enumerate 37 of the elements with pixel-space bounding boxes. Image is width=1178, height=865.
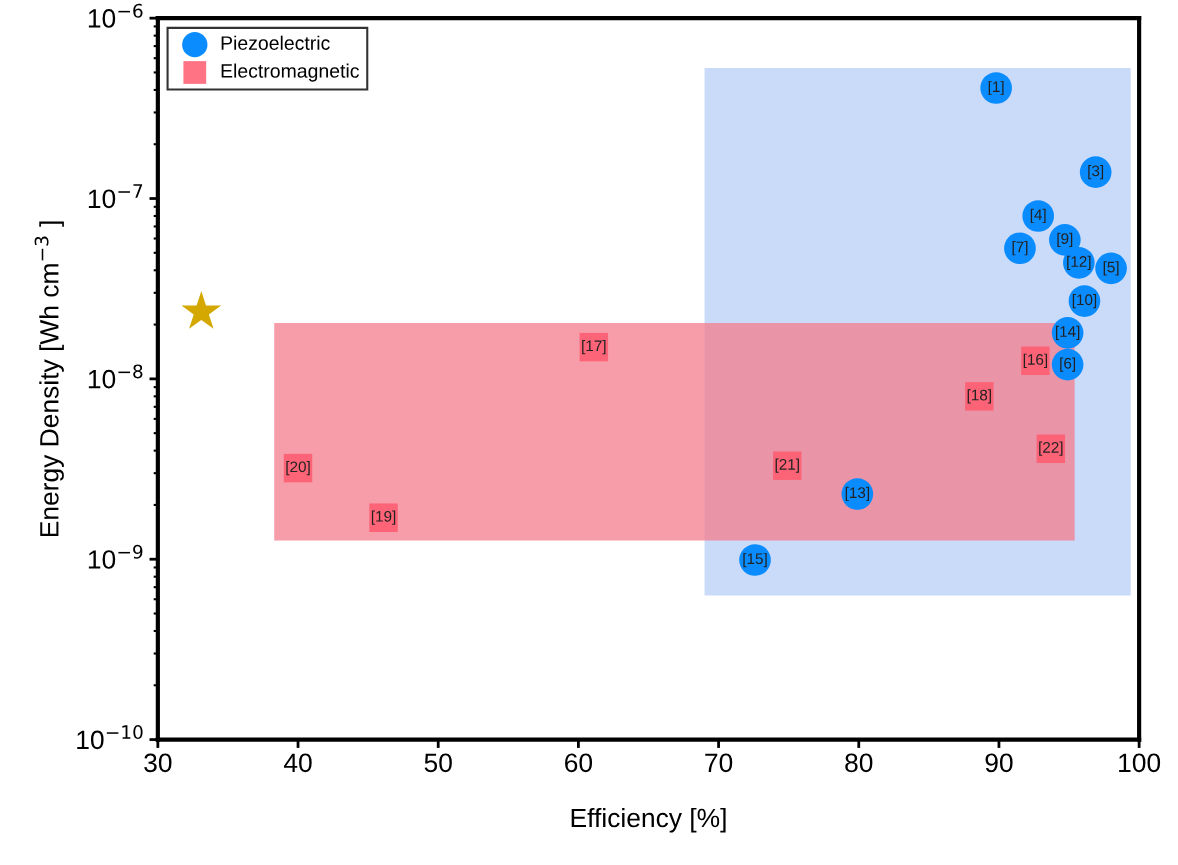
annotation: [19] — [371, 510, 396, 525]
x-tick-label: 100 — [1119, 753, 1161, 773]
y-tick-label: 10$^{−10}$ — [77, 725, 143, 750]
x-tick-label: 70 — [705, 753, 733, 773]
annotation: [9] — [1057, 232, 1073, 247]
y-axis-title: Energy Density [Wh cm$^{−3}$ ] — [34, 221, 64, 537]
annotation: [15] — [743, 552, 767, 568]
y-tick-label: 10$^{−8}$ — [88, 364, 143, 389]
annotation: [10] — [1072, 293, 1097, 309]
legend-label: Piezoelectric — [221, 35, 330, 50]
point — [181, 291, 222, 329]
y-tick-label: 10$^{−9}$ — [88, 544, 143, 569]
x-tick-label: 30 — [144, 753, 172, 773]
x-tick-label: 60 — [565, 753, 593, 773]
y-tick-label: 10$^{−6}$ — [88, 3, 143, 28]
annotation: [12] — [1067, 255, 1091, 270]
annotation: [17] — [582, 339, 606, 355]
annotation: [5] — [1103, 261, 1119, 276]
annotation: [6] — [1060, 357, 1076, 372]
x-tick-label: 50 — [424, 753, 452, 773]
x-tick-label: 90 — [985, 753, 1013, 773]
annotation: [14] — [1055, 325, 1080, 340]
annotation: [3] — [1088, 165, 1104, 180]
legend-label: Electromagnetic — [221, 63, 359, 82]
annotation: [4] — [1030, 208, 1046, 224]
x-tick-label: 80 — [845, 753, 873, 773]
x-axis-title: Efficiency [%] — [571, 807, 726, 833]
annotation: [21] — [775, 458, 799, 473]
x-tick-label: 40 — [283, 753, 312, 773]
annotation: [16] — [1023, 353, 1048, 368]
annotation: [1] — [988, 80, 1004, 96]
annotation: [18] — [967, 389, 991, 404]
annotation: [13] — [845, 486, 870, 502]
annotation: [20] — [286, 461, 310, 476]
annotation: [7] — [1012, 241, 1028, 256]
y-tick-label: 10$^{−7}$ — [88, 184, 143, 209]
annotation: [22] — [1039, 441, 1063, 456]
